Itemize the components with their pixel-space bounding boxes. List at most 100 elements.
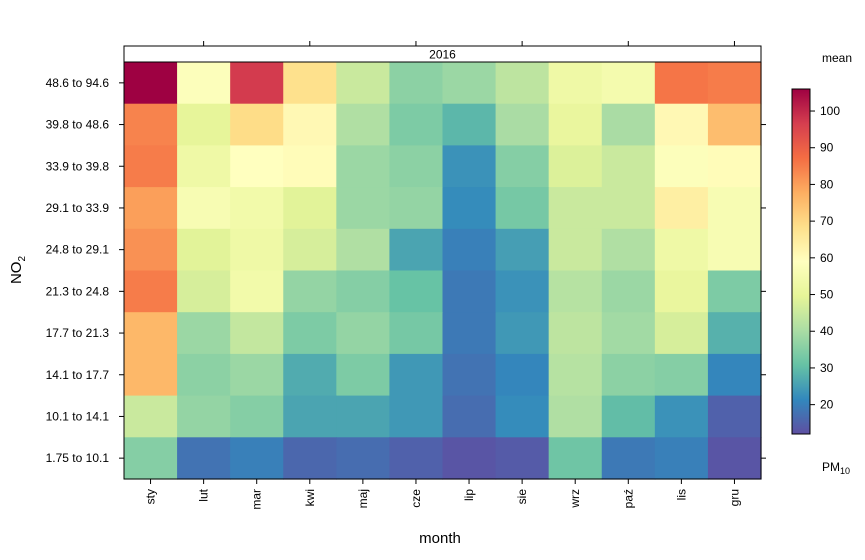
panel-strip: 2016 (123, 45, 762, 63)
heatmap-cell (124, 103, 178, 146)
heatmap-cell (707, 187, 762, 230)
y-tick-label: 24.8 to 29.1 (46, 243, 110, 257)
heatmap-cell (177, 228, 231, 272)
heatmap-cell (230, 270, 284, 313)
heatmap-cell (442, 395, 497, 438)
y-axis-ticks (119, 82, 124, 459)
colorbar-tick-label: 30 (820, 361, 834, 375)
heatmap-cell (654, 145, 709, 188)
heatmap-cell (707, 103, 762, 146)
x-tick-label: gru (727, 489, 741, 506)
heatmap-cell (707, 353, 762, 397)
heatmap-cell (336, 353, 391, 397)
heatmap-cell (442, 187, 497, 230)
heatmap-cell (389, 228, 444, 272)
y-tick-label: 33.9 to 39.8 (46, 159, 110, 173)
heatmap-cell (495, 228, 550, 272)
heatmap-cell (654, 395, 709, 438)
x-tick-label: maj (356, 489, 370, 508)
colorbar-tick-label: 60 (820, 251, 834, 265)
heatmap-cell (548, 228, 603, 272)
colorbar: mean 20 30 40 50 60 70 80 90 100 PM10 (791, 51, 852, 476)
heatmap-cell (230, 145, 284, 188)
colorbar-tick-label: 70 (820, 214, 834, 228)
heatmap-cell (124, 62, 178, 105)
heatmap-cell (283, 145, 337, 188)
heatmap-cell (495, 312, 550, 355)
heatmap-cell (283, 353, 337, 397)
heatmap-cell (654, 353, 709, 397)
heatmap-cell (177, 103, 231, 146)
heatmap-cell (707, 145, 762, 188)
heatmap-cell (230, 395, 284, 438)
heatmap-cell (601, 103, 656, 146)
heatmap-cell (654, 187, 709, 230)
heatmap-cell (230, 312, 284, 355)
heatmap-cell (601, 312, 656, 355)
heatmap-cell (124, 270, 178, 313)
y-axis-title-sub: 2 (17, 256, 28, 262)
heatmap-cell (283, 62, 337, 105)
heatmap-cell (442, 437, 497, 480)
colorbar-tick-label: 100 (820, 104, 840, 118)
heatmap-cell (336, 270, 391, 313)
heatmap-cell (336, 187, 391, 230)
x-tick-label: sty (144, 489, 158, 504)
y-tick-label: 21.3 to 24.8 (46, 284, 110, 298)
heatmap-cell (548, 145, 603, 188)
x-tick-label: lut (197, 488, 211, 501)
x-axis-title: month (419, 530, 461, 547)
x-tick-label: sie (515, 489, 529, 505)
heatmap-cell (124, 228, 178, 272)
x-axis-ticks (150, 479, 735, 484)
heatmap-cell (283, 437, 337, 480)
y-tick-label: 10.1 to 14.1 (46, 409, 110, 423)
x-axis-top-ticks (203, 41, 735, 46)
heatmap-cell (707, 312, 762, 355)
colorbar-tick-label: 80 (820, 177, 834, 191)
heatmap-cell (548, 395, 603, 438)
heatmap-cell (495, 187, 550, 230)
heatmap-cell (442, 145, 497, 188)
colorbar-title: mean (822, 51, 852, 65)
heatmap-cell (177, 395, 231, 438)
x-tick-label: paź (621, 489, 635, 508)
y-tick-label: 39.8 to 48.6 (46, 118, 110, 132)
strip-box (123, 45, 762, 63)
colorbar-label: PM10 (822, 460, 850, 476)
heatmap-cell (283, 270, 337, 313)
y-tick-label: 29.1 to 33.9 (46, 201, 110, 215)
heatmap-cell (230, 353, 284, 397)
colorbar-ticks: 20 30 40 50 60 70 80 90 100 (810, 104, 840, 412)
y-tick-label: 17.7 to 21.3 (46, 326, 110, 340)
heatmap-cell (495, 395, 550, 438)
heatmap-cell (336, 62, 391, 105)
heatmap-cell (336, 437, 391, 480)
heatmap-cell (548, 270, 603, 313)
heatmap-cell (389, 437, 444, 480)
heatmap-cell (601, 270, 656, 313)
heatmap-cell (230, 228, 284, 272)
heatmap-cell (389, 270, 444, 313)
heatmap-cell (124, 145, 178, 188)
y-axis-tick-labels: 48.6 to 94.6 39.8 to 48.6 33.9 to 39.8 29.1… (46, 76, 110, 465)
x-axis-tick-labels: sty lut mar kwi maj cze lip sie wrz paź lis gru (144, 488, 742, 509)
heatmap-cell (548, 103, 603, 146)
heatmap-cell (389, 353, 444, 397)
x-tick-label: cze (409, 489, 423, 508)
heatmap-cell (707, 395, 762, 438)
heatmap-cell (495, 270, 550, 313)
heatmap-cell (283, 312, 337, 355)
heatmap-cell (442, 62, 497, 105)
x-tick-label: mar (250, 489, 264, 510)
heatmap-cell (601, 395, 656, 438)
heatmap-cell (124, 312, 178, 355)
heatmap-cell (442, 353, 497, 397)
x-tick-label: lis (674, 489, 688, 500)
heatmap-cell (707, 62, 762, 105)
heatmap-cell (230, 103, 284, 146)
heatmap-cell (124, 187, 178, 230)
heatmap-cell (442, 312, 497, 355)
heatmap-cell (707, 270, 762, 313)
heatmap-cell (336, 312, 391, 355)
